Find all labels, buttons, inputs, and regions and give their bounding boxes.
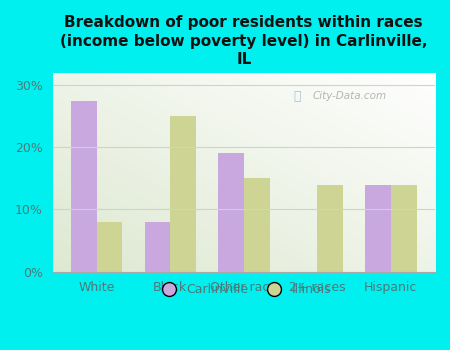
Legend: Carlinville, Illinois: Carlinville, Illinois bbox=[152, 278, 336, 301]
Bar bbox=[170, 116, 196, 272]
Bar bbox=[218, 153, 244, 272]
Bar bbox=[244, 178, 270, 272]
Bar bbox=[144, 222, 170, 272]
Bar bbox=[365, 184, 391, 272]
Text: City-Data.com: City-Data.com bbox=[313, 91, 387, 102]
Bar bbox=[391, 184, 417, 272]
Bar bbox=[97, 222, 122, 272]
Bar bbox=[71, 100, 97, 272]
Title: Breakdown of poor residents within races
(income below poverty level) in Carlinv: Breakdown of poor residents within races… bbox=[60, 15, 428, 67]
Bar bbox=[317, 184, 343, 272]
Text: ⓘ: ⓘ bbox=[293, 90, 301, 103]
